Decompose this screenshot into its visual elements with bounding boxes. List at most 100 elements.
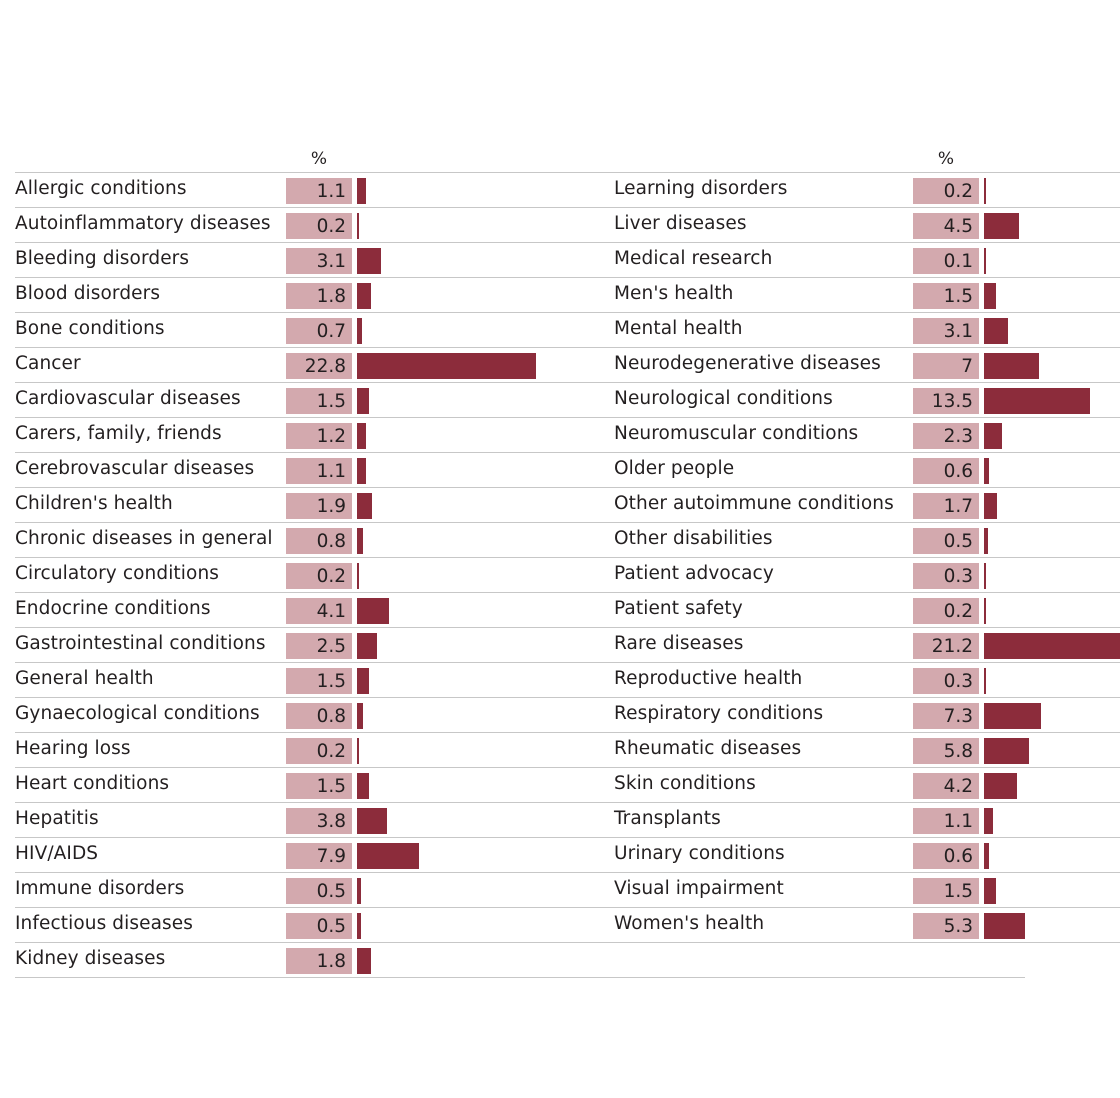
bar: [357, 598, 390, 624]
category-label: Bleeding disorders: [15, 248, 190, 269]
bar: [984, 843, 989, 869]
bar: [984, 318, 1009, 344]
category-label: Endocrine conditions: [15, 598, 211, 619]
data-label: 3.1: [913, 318, 979, 344]
category-label: Chronic diseases in general: [15, 528, 273, 549]
chart-row: Older people 0.6: [614, 452, 1120, 487]
chart-row: Gastrointestinal conditions 2.5: [15, 627, 1025, 662]
bar: [984, 703, 1042, 729]
category-label: Other disabilities: [614, 528, 773, 549]
chart-row: Kidney diseases 1.8: [15, 942, 1025, 978]
chart-row: Cerebrovascular diseases 1.1: [15, 452, 1025, 487]
data-label: 0.2: [286, 563, 352, 589]
bar: [984, 598, 986, 624]
data-label: 5.8: [913, 738, 979, 764]
data-label: 1.1: [286, 458, 352, 484]
bar: [984, 423, 1002, 449]
bar: [357, 353, 536, 379]
bar: [357, 283, 372, 309]
bar: [984, 213, 1020, 239]
bar: [357, 458, 366, 484]
rows-left: Allergic conditions 1.1 Autoinflammatory d…: [15, 172, 1025, 978]
data-label: 0.2: [913, 598, 979, 624]
data-label: 4.5: [913, 213, 979, 239]
data-label: 1.8: [286, 948, 352, 974]
category-label: Cancer: [15, 353, 81, 374]
data-label: 3.8: [286, 808, 352, 834]
chart-row: Reproductive health 0.3: [614, 662, 1120, 697]
unit-label-right: %: [937, 149, 955, 169]
category-label: Patient advocacy: [614, 563, 774, 584]
bar: [357, 248, 382, 274]
chart-row: Men's health 1.5: [614, 277, 1120, 312]
bar: [357, 178, 366, 204]
category-label: Circulatory conditions: [15, 563, 220, 584]
data-label: 0.5: [286, 913, 352, 939]
data-label: 5.3: [913, 913, 979, 939]
data-label: 21.2: [913, 633, 979, 659]
data-label: 0.2: [286, 738, 352, 764]
chart-row: Chronic diseases in general 0.8: [15, 522, 1025, 557]
chart-row: Rheumatic diseases 5.8: [614, 732, 1120, 767]
chart-row: Infectious diseases 0.5: [15, 907, 1025, 942]
chart-row: Rare diseases 21.2: [614, 627, 1120, 662]
category-label: Urinary conditions: [614, 843, 785, 864]
chart-row: Skin conditions 4.2: [614, 767, 1120, 802]
category-label: Patient safety: [614, 598, 743, 619]
data-label: 0.2: [913, 178, 979, 204]
bar: [357, 773, 369, 799]
bar: [357, 948, 372, 974]
chart-row: Allergic conditions 1.1: [15, 172, 1025, 207]
category-label: Mental health: [614, 318, 743, 339]
bar: [357, 213, 359, 239]
bar: [357, 633, 377, 659]
bar: [984, 563, 987, 589]
category-label: Women's health: [614, 913, 765, 934]
data-label: 0.8: [286, 528, 352, 554]
category-label: Rare diseases: [614, 633, 744, 654]
category-label: HIV/AIDS: [15, 843, 99, 864]
category-label: Bone conditions: [15, 318, 165, 339]
category-label: Gynaecological conditions: [15, 703, 260, 724]
category-label: Neurodegenerative diseases: [614, 353, 881, 374]
category-label: Medical research: [614, 248, 773, 269]
data-label: 22.8: [286, 353, 352, 379]
chart-row: Urinary conditions 0.6: [614, 837, 1120, 872]
chart-row: Neuromuscular conditions 2.3: [614, 417, 1120, 452]
bar: [357, 318, 363, 344]
chart-row: Immune disorders 0.5: [15, 872, 1025, 907]
data-label: 0.3: [913, 563, 979, 589]
bar: [984, 773, 1017, 799]
data-label: 1.1: [286, 178, 352, 204]
category-label: Hearing loss: [15, 738, 131, 759]
category-label: General health: [15, 668, 154, 689]
chart-row: Heart conditions 1.5: [15, 767, 1025, 802]
category-label: Rheumatic diseases: [614, 738, 802, 759]
category-label: Transplants: [614, 808, 721, 829]
data-label: 0.6: [913, 843, 979, 869]
bar: [984, 878, 996, 904]
category-label: Learning disorders: [614, 178, 788, 199]
bar: [984, 388, 1090, 414]
category-label: Gastrointestinal conditions: [15, 633, 266, 654]
category-label: Carers, family, friends: [15, 423, 222, 444]
data-label: 0.8: [286, 703, 352, 729]
chart-row: Neurodegenerative diseases 7: [614, 347, 1120, 382]
chart-row: Patient safety 0.2: [614, 592, 1120, 627]
bar: [984, 528, 988, 554]
bar: [984, 283, 996, 309]
bar: [357, 493, 372, 519]
chart-row: Visual impairment 1.5: [614, 872, 1120, 907]
category-label: Visual impairment: [614, 878, 784, 899]
category-label: Men's health: [614, 283, 734, 304]
category-label: Kidney diseases: [15, 948, 166, 969]
category-label: Infectious diseases: [15, 913, 194, 934]
chart-row: General health 1.5: [15, 662, 1025, 697]
category-label: Reproductive health: [614, 668, 803, 689]
chart-row: Cardiovascular diseases 1.5: [15, 382, 1025, 417]
chart-row: Medical research 0.1: [614, 242, 1120, 277]
data-label: 13.5: [913, 388, 979, 414]
data-label: 1.7: [913, 493, 979, 519]
chart-row: Bleeding disorders 3.1: [15, 242, 1025, 277]
category-label: Blood disorders: [15, 283, 161, 304]
